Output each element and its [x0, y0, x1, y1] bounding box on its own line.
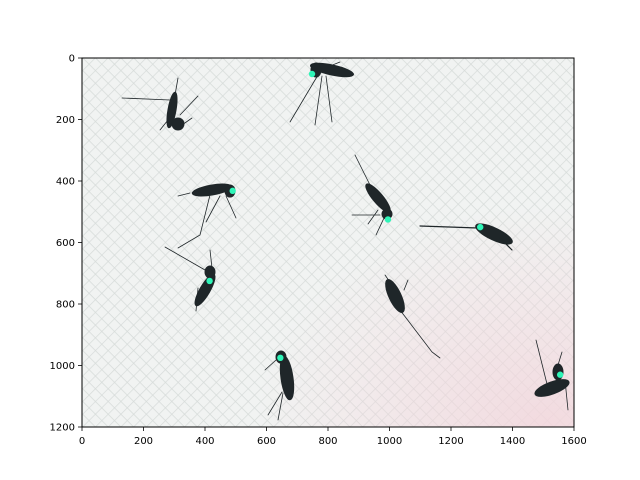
y-axis: 0 200 400 600 800 1000 1200 [50, 54, 82, 434]
y-tick-label: 400 [56, 177, 75, 188]
x-tick-label: 1000 [377, 436, 402, 447]
data-point-marker [277, 354, 284, 362]
data-point-marker [308, 70, 316, 78]
x-tick-label: 600 [257, 436, 276, 447]
background-image [82, 58, 574, 427]
y-tick-label: 800 [56, 300, 75, 311]
y-tick-label: 1000 [50, 361, 75, 372]
x-axis: 0 200 400 600 800 1000 1200 1400 1600 [79, 427, 587, 447]
x-tick-label: 1400 [500, 436, 525, 447]
x-tick-label: 0 [79, 436, 85, 447]
data-point-marker [206, 277, 213, 285]
data-point-marker [477, 223, 484, 231]
data-markers [206, 70, 564, 378]
x-tick-label: 1200 [438, 436, 463, 447]
y-tick-label: 1200 [50, 423, 75, 434]
x-tick-label: 400 [195, 436, 214, 447]
x-tick-label: 200 [134, 436, 153, 447]
data-point-marker [229, 187, 236, 195]
y-tick-label: 0 [69, 54, 75, 65]
x-tick-label: 800 [318, 436, 337, 447]
data-point-marker [556, 371, 564, 378]
y-tick-label: 600 [56, 238, 75, 249]
x-tick-label: 1600 [561, 436, 586, 447]
y-tick-label: 200 [56, 115, 75, 126]
data-point-marker [384, 216, 392, 223]
